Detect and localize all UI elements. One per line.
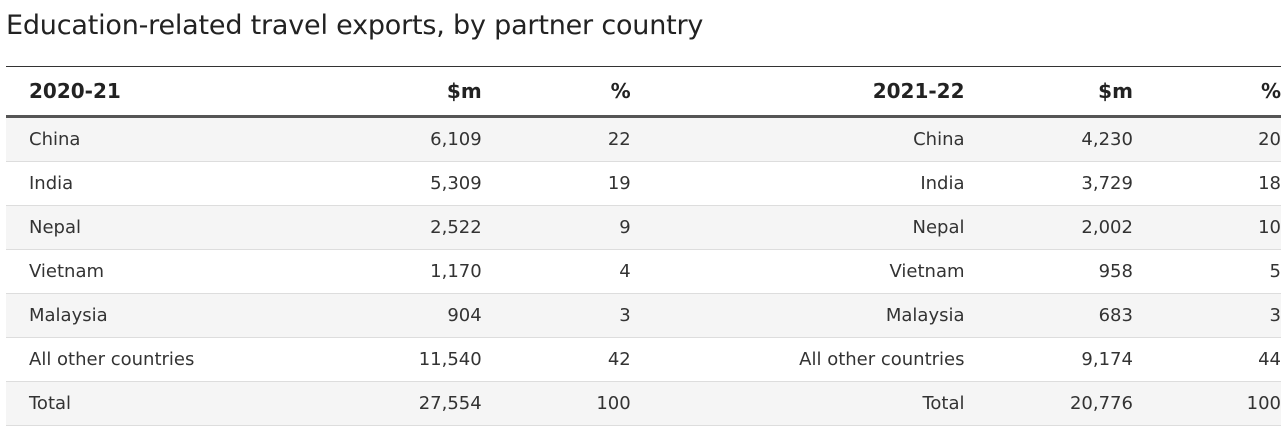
percent-2021-22: 44 bbox=[1132, 337, 1281, 382]
exports-table: 2020-21 $m % 2021-22 $m % China 6,109 22… bbox=[6, 66, 1281, 426]
value-2021-22: 9,174 bbox=[964, 337, 1133, 382]
value-2020-21: 5,309 bbox=[271, 161, 482, 206]
value-2020-21: 904 bbox=[271, 293, 482, 338]
country-2020-21: India bbox=[6, 161, 272, 206]
percent-2021-22: 10 bbox=[1132, 205, 1281, 250]
column-header-2021-22: 2021-22 bbox=[630, 66, 965, 118]
value-2020-21: 27,554 bbox=[271, 381, 482, 426]
value-2021-22: 683 bbox=[964, 293, 1133, 338]
value-2021-22: 2,002 bbox=[964, 205, 1133, 250]
value-2020-21: 1,170 bbox=[271, 249, 482, 294]
country-2020-21: Vietnam bbox=[6, 249, 272, 294]
value-2020-21: 11,540 bbox=[271, 337, 482, 382]
column-header-2020-21: 2020-21 bbox=[6, 66, 272, 118]
value-2021-22: 958 bbox=[964, 249, 1133, 294]
table-row: All other countries 11,540 42 All other … bbox=[6, 337, 1281, 382]
column-header-percent-2021-22: % bbox=[1132, 66, 1281, 118]
percent-2021-22: 18 bbox=[1132, 161, 1281, 206]
country-2021-22: China bbox=[630, 116, 965, 162]
percent-2021-22: 5 bbox=[1132, 249, 1281, 294]
column-header-value-2021-22: $m bbox=[964, 66, 1133, 118]
country-2020-21: All other countries bbox=[6, 337, 272, 382]
country-2021-22: India bbox=[630, 161, 965, 206]
percent-2021-22: 100 bbox=[1132, 381, 1281, 426]
table-row-total: Total 27,554 100 Total 20,776 100 bbox=[6, 381, 1281, 426]
value-2021-22: 3,729 bbox=[964, 161, 1133, 206]
percent-2020-21: 19 bbox=[481, 161, 631, 206]
value-2021-22: 20,776 bbox=[964, 381, 1133, 426]
table-row: Nepal 2,522 9 Nepal 2,002 10 bbox=[6, 205, 1281, 250]
percent-2020-21: 4 bbox=[481, 249, 631, 294]
table-row: China 6,109 22 China 4,230 20 bbox=[6, 116, 1281, 162]
value-2021-22: 4,230 bbox=[964, 116, 1133, 162]
country-2020-21: China bbox=[6, 116, 272, 162]
column-header-value-2020-21: $m bbox=[271, 66, 482, 118]
country-2020-21: Nepal bbox=[6, 205, 272, 250]
country-2021-22: Total bbox=[630, 381, 965, 426]
page-title: Education-related travel exports, by par… bbox=[6, 10, 704, 41]
country-2021-22: Nepal bbox=[630, 205, 965, 250]
country-2021-22: All other countries bbox=[630, 337, 965, 382]
table-row: Malaysia 904 3 Malaysia 683 3 bbox=[6, 293, 1281, 338]
table-row: Vietnam 1,170 4 Vietnam 958 5 bbox=[6, 249, 1281, 294]
percent-2020-21: 22 bbox=[481, 116, 631, 162]
column-header-percent-2020-21: % bbox=[481, 66, 631, 118]
percent-2021-22: 3 bbox=[1132, 293, 1281, 338]
percent-2020-21: 9 bbox=[481, 205, 631, 250]
table-row: India 5,309 19 India 3,729 18 bbox=[6, 161, 1281, 206]
value-2020-21: 6,109 bbox=[271, 116, 482, 162]
country-2021-22: Vietnam bbox=[630, 249, 965, 294]
table-header-row: 2020-21 $m % 2021-22 $m % bbox=[6, 66, 1281, 118]
country-2020-21: Total bbox=[6, 381, 272, 426]
percent-2020-21: 3 bbox=[481, 293, 631, 338]
percent-2020-21: 100 bbox=[481, 381, 631, 426]
value-2020-21: 2,522 bbox=[271, 205, 482, 250]
country-2020-21: Malaysia bbox=[6, 293, 272, 338]
country-2021-22: Malaysia bbox=[630, 293, 965, 338]
percent-2021-22: 20 bbox=[1132, 116, 1281, 162]
percent-2020-21: 42 bbox=[481, 337, 631, 382]
